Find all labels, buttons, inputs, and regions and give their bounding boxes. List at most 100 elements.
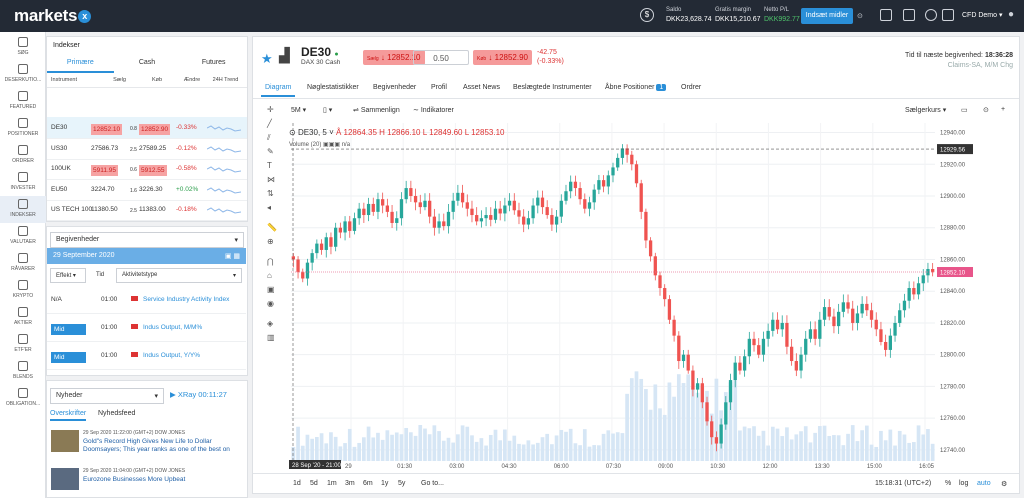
index-row[interactable]: US TECH 100 11380.50 2.5 11383.00 -0.18% — [47, 199, 247, 221]
tab-profile[interactable]: Profil — [431, 84, 447, 91]
deposit-button[interactable]: Indsæt midler — [801, 8, 853, 24]
nav-watchlist[interactable]: DESERKUTIO... — [0, 61, 46, 88]
nav-featured[interactable]: FEATURED — [0, 88, 46, 115]
markets-logo[interactable]: markets x — [14, 6, 92, 26]
sell-price[interactable]: 5911.95 — [91, 165, 119, 176]
user-icon[interactable]: ● — [1008, 9, 1015, 20]
news-item[interactable]: 29 Sep 2020 11:04:00 (GMT+2) DOW JONES E… — [47, 466, 246, 494]
crosshair-icon[interactable]: ✛ — [267, 105, 274, 114]
tab-orders[interactable]: Ordrer — [681, 84, 702, 91]
magnet-icon[interactable]: ⋂ — [267, 257, 274, 266]
pattern-icon[interactable]: ⋈ — [267, 175, 275, 184]
quantity-input[interactable]: 0.50 — [413, 50, 469, 65]
nav-search[interactable]: SØG — [0, 34, 46, 61]
settings-small-icon[interactable]: ⊙ — [857, 13, 863, 20]
tab-related[interactable]: Beslægtede Instrumenter — [513, 84, 592, 91]
text-icon[interactable]: T — [267, 161, 272, 170]
range-1y[interactable]: 1y — [381, 480, 389, 487]
compare-button[interactable]: ⇌ Sammenlign — [353, 107, 400, 114]
interval-select[interactable]: 5M ▾ — [291, 107, 307, 114]
layers-icon[interactable]: ◈ — [267, 319, 274, 328]
buy-price[interactable]: 5912.55 — [139, 165, 167, 176]
buy-price[interactable]: 11383.00 — [139, 206, 166, 213]
nav-currencies[interactable]: VALUTAER — [0, 223, 46, 250]
event-row[interactable]: Mid 01:00 Indus Output, M/M% — [47, 314, 246, 342]
nav-invest[interactable]: INVESTER — [0, 169, 46, 196]
tab-futures[interactable]: Futures — [201, 59, 226, 66]
percent-toggle[interactable]: % — [945, 480, 952, 487]
tab-cash[interactable]: Cash — [138, 59, 156, 66]
eye-icon[interactable]: ◉ — [267, 299, 274, 308]
nav-stocks[interactable]: AKTIER — [0, 304, 46, 331]
tab-events[interactable]: Begivenheder — [373, 84, 417, 91]
sell-button[interactable]: Sælg ↓ 12852.10 — [363, 50, 425, 65]
ruler-icon[interactable]: 📏 — [267, 223, 277, 232]
settings-icon[interactable]: ⊙ — [983, 107, 989, 114]
nav-bonds[interactable]: OBLIGATION... — [0, 385, 46, 412]
tab-primary[interactable]: Primære — [47, 54, 114, 73]
buy-button[interactable]: Køb ↓ 12852.90 — [473, 50, 532, 65]
tab-asset-news[interactable]: Asset News — [463, 84, 500, 91]
tab-key-stats[interactable]: Nøglestatistikker — [307, 84, 359, 91]
range-6m[interactable]: 6m — [363, 480, 373, 487]
event-row[interactable]: N/A 01:00 Service Industry Activity Index — [47, 286, 246, 314]
lock-icon[interactable]: ▣ — [267, 285, 275, 294]
calendar-icon[interactable]: ▣ ▦ — [224, 253, 240, 260]
range-1d[interactable]: 1d — [293, 480, 301, 487]
nav-blends[interactable]: BLENDS — [0, 358, 46, 385]
buy-price[interactable]: 3226.30 — [139, 185, 163, 193]
index-row[interactable]: 100UK 5911.95 0.6 5912.55 -0.58% — [47, 158, 247, 180]
news-select[interactable]: Nyheder ▾ — [50, 388, 164, 404]
tab-headlines[interactable]: Overskrifter — [50, 410, 87, 421]
brush-icon[interactable]: ✎ — [267, 147, 274, 156]
indicators-button[interactable]: ∼ Indikatorer — [413, 107, 454, 114]
range-5d[interactable]: 5d — [310, 480, 318, 487]
sell-price[interactable]: 12852.10 — [91, 124, 123, 135]
chart-settings-icon[interactable]: ⚙ — [1001, 481, 1008, 488]
index-row[interactable]: DE30 12852.10 0.8 12852.90 -0.33% — [47, 117, 247, 139]
price-chart[interactable]: 12940.00 12920.00 12900.00 12880.00 12860.00… — [287, 121, 977, 469]
favorite-star-icon[interactable]: ★ — [261, 51, 273, 66]
log-toggle[interactable]: log — [959, 480, 969, 487]
price-type-select[interactable]: Sælgerkurs ▾ — [905, 107, 947, 114]
xray-link[interactable]: ▶ XRay 00:11:27 — [170, 390, 227, 399]
buy-price[interactable]: 12852.90 — [139, 124, 171, 135]
fullscreen-icon[interactable] — [942, 9, 954, 21]
event-name[interactable]: Indus Output, Y/Y% — [143, 352, 200, 359]
trendline-icon[interactable]: ╱ — [267, 119, 272, 128]
trash-icon[interactable]: ▥ — [267, 333, 275, 342]
buy-price[interactable]: 27589.25 — [139, 144, 167, 152]
range-1m[interactable]: 1m — [327, 480, 337, 487]
tab-newsfeed[interactable]: Nyhedsfeed — [98, 410, 136, 417]
nav-etfs[interactable]: ETF'ER — [0, 331, 46, 358]
sell-price[interactable]: 27586.73 — [91, 144, 119, 152]
tab-chart[interactable]: Diagram — [260, 84, 296, 97]
range-3m[interactable]: 3m — [345, 480, 355, 487]
goto-date[interactable]: Go to... — [421, 480, 444, 487]
dollar-icon[interactable]: $ — [640, 8, 654, 22]
event-name[interactable]: Service Industry Activity Index — [143, 296, 230, 303]
pitchfork-icon[interactable]: ⫽ — [267, 133, 271, 142]
nav-crypto[interactable]: KRYPTO — [0, 277, 46, 304]
sell-price[interactable]: 11380.50 — [91, 206, 118, 213]
range-5y[interactable]: 5y — [398, 480, 406, 487]
chart-type-icon[interactable]: ▯ ▾ — [323, 107, 333, 114]
nav-positions[interactable]: POSITIONER — [0, 115, 46, 142]
activity-type-filter[interactable]: Aktivitetstype ▾ — [116, 268, 242, 283]
layout-icon[interactable] — [880, 9, 892, 21]
index-row[interactable]: US30 27586.73 2.5 27589.25 -0.12% — [47, 138, 247, 160]
nav-indices[interactable]: INDEKSER — [0, 196, 46, 223]
prediction-icon[interactable]: ⇅ — [267, 189, 274, 198]
zoom-icon[interactable]: ⊕ — [267, 237, 274, 246]
events-select[interactable]: Begivenheder ▾ — [50, 232, 244, 248]
index-row[interactable]: EU50 3224.70 1.6 3226.30 +0.02% — [47, 179, 247, 201]
event-name[interactable]: Indus Output, M/M% — [143, 324, 203, 331]
lock-drawing-icon[interactable]: ⌂ — [267, 271, 272, 280]
account-menu[interactable]: CFD Demo ▾ — [962, 12, 1003, 19]
snapshot-icon[interactable]: ▭ — [961, 107, 968, 114]
nav-orders[interactable]: ORDRER — [0, 142, 46, 169]
add-icon[interactable]: + — [1001, 106, 1006, 113]
tab-open-positions[interactable]: Åbne Positioner 1 — [605, 84, 667, 91]
sell-price[interactable]: 3224.70 — [91, 185, 115, 193]
arrow-icon[interactable]: ◂ — [267, 203, 272, 212]
